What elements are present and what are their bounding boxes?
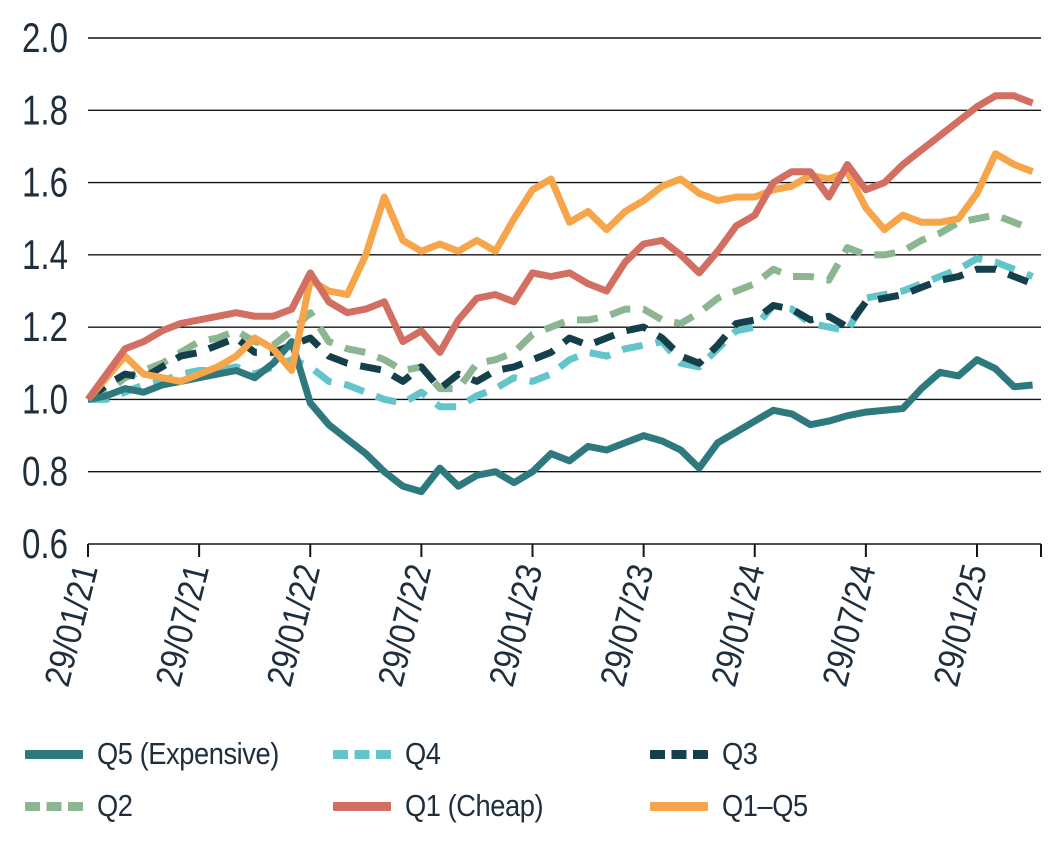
x-tick-label: 29/01/21 (36, 560, 106, 690)
legend-swatch-q1q5 (650, 801, 708, 811)
legend-item-q1q5: Q1–Q5 (650, 788, 819, 824)
x-tick-label: 29/01/22 (258, 560, 328, 690)
x-tick-label: 29/07/23 (592, 560, 662, 690)
series-line-q1 (85, 92, 1034, 402)
legend-item-q4: Q4 (333, 736, 445, 772)
legend-swatch-q5 (25, 749, 83, 759)
x-tick-label: 29/07/22 (369, 560, 439, 690)
series-line-q3 (85, 265, 1034, 403)
legend-swatch-q2 (25, 801, 83, 811)
legend-label-q1: Q1 (Cheap) (405, 788, 544, 823)
x-tick-label: 29/01/25 (925, 560, 995, 690)
series-line-q2 (86, 211, 1034, 403)
y-tick-labels: 0.6 0.8 1.0 1.2 1.4 1.6 1.8 2.0 (22, 14, 68, 567)
y-tick-label: 2.0 (22, 14, 68, 61)
line-chart: 0.6 0.8 1.0 1.2 1.4 1.6 1.8 2.0 29/01/21 29/07/21… (22, 14, 1042, 690)
x-tick-label: 29/07/21 (147, 560, 217, 690)
y-tick-label: 1.4 (22, 231, 68, 278)
legend-item-q1: Q1 (Cheap) (333, 788, 562, 824)
legend-label-q4: Q4 (405, 736, 441, 771)
x-tick-label: 29/07/24 (814, 560, 884, 690)
series-lines (85, 92, 1034, 496)
chart-svg: 0.6 0.8 1.0 1.2 1.4 1.6 1.8 2.0 29/01/21 29/07/21… (22, 14, 1042, 690)
legend-label-q2: Q2 (97, 788, 133, 823)
x-axis: 29/01/21 29/07/21 29/01/22 29/07/22 29/01/23… (36, 544, 1042, 690)
legend-swatch-q1 (333, 801, 391, 811)
legend-item-q2: Q2 (25, 788, 137, 824)
y-tick-label: 0.6 (22, 520, 68, 567)
y-tick-label: 1.6 (22, 159, 68, 206)
series-line-q1q5 (85, 150, 1034, 402)
x-tick-label: 29/01/23 (480, 560, 550, 690)
series-line-q5 (87, 338, 1033, 496)
legend-label-q1q5: Q1–Q5 (722, 788, 808, 823)
y-gridlines (88, 37, 1041, 545)
legend-label-q5: Q5 (Expensive) (97, 736, 279, 771)
legend-item-q3: Q3 (650, 736, 762, 772)
legend-item-q5: Q5 (Expensive) (25, 736, 304, 772)
y-tick-label: 1.8 (22, 86, 68, 133)
legend-swatch-q3 (650, 749, 708, 759)
y-tick-label: 1.2 (22, 303, 68, 350)
y-tick-label: 1.0 (22, 375, 68, 422)
y-tick-label: 0.8 (22, 448, 68, 495)
legend-swatch-q4 (333, 749, 391, 759)
x-tick-label: 29/01/24 (703, 560, 773, 690)
legend-label-q3: Q3 (722, 736, 758, 771)
series-line-q4 (88, 255, 1034, 411)
